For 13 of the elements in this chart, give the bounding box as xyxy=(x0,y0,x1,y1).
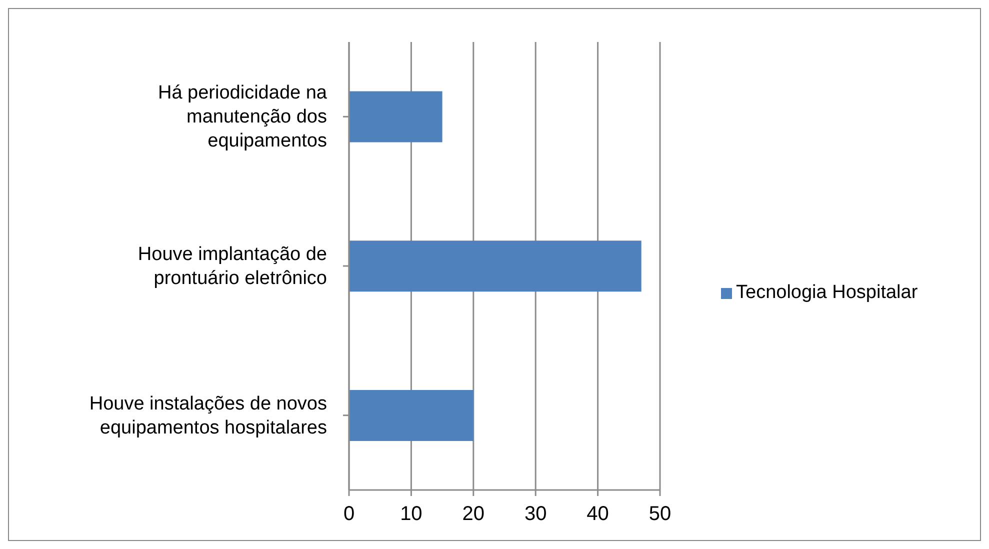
x-tick-label: 0 xyxy=(343,503,355,526)
x-tick-label: 10 xyxy=(400,503,422,526)
bar xyxy=(349,91,442,142)
x-tick-label: 20 xyxy=(462,503,485,526)
y-tick-label: Há periodicidade na manutenção dos equipamentos xyxy=(158,82,328,152)
bar xyxy=(349,240,642,292)
y-tick-label: Houve implantação de prontuário eletrônico xyxy=(138,244,327,288)
x-tick-label: 50 xyxy=(648,503,672,526)
x-tick-label: 30 xyxy=(524,503,547,526)
x-tick-label: 40 xyxy=(586,503,609,526)
y-tick-label: Houve instalações de novos equipamentos hospitalares xyxy=(89,392,327,438)
legend-label: Tecnologia Hospitalar xyxy=(736,282,918,304)
bar xyxy=(349,390,474,441)
